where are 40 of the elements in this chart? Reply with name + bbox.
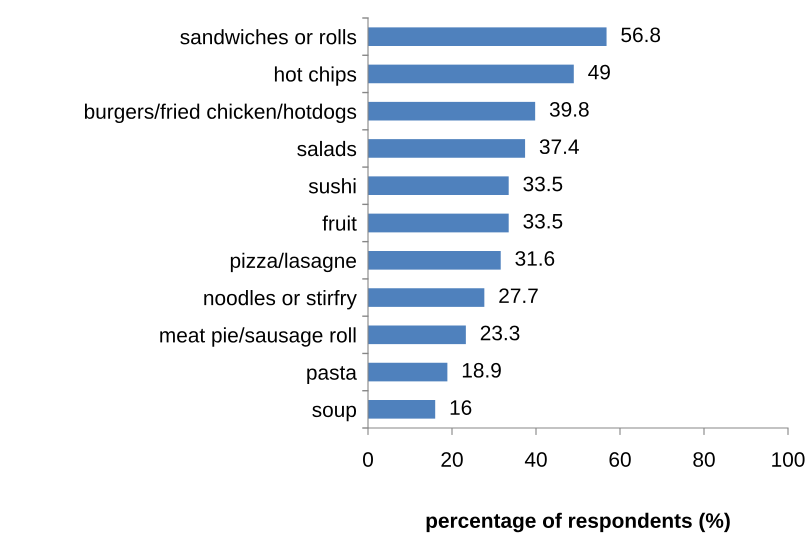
data-label: 18.9 — [462, 362, 501, 378]
bar — [368, 27, 607, 46]
data-label: 37.4 — [540, 139, 579, 154]
bar — [368, 214, 509, 232]
y-tick-label: pizza/lasagne — [230, 252, 356, 272]
bar — [368, 250, 501, 270]
y-tick-label: noodles or stirfry — [204, 290, 357, 310]
bar — [368, 64, 574, 84]
bar — [368, 326, 466, 344]
data-label: 27.7 — [499, 288, 538, 303]
data-label: 33.5 — [523, 214, 562, 229]
y-tick-label: sandwiches or rolls — [180, 29, 356, 44]
bar — [368, 139, 526, 158]
bar — [368, 288, 484, 307]
bar — [368, 102, 536, 120]
y-tick-label: soup — [312, 406, 356, 422]
x-tick-label: 0 — [363, 452, 373, 467]
x-tick-label: 40 — [524, 452, 547, 467]
data-label: 33.5 — [523, 176, 562, 192]
data-label: 39.8 — [550, 102, 589, 117]
y-tick-label: meat pie/sausage roll — [160, 327, 356, 347]
data-label: 56.8 — [621, 27, 660, 42]
x-tick-label: 100 — [772, 452, 805, 467]
data-label: 49 — [588, 64, 610, 80]
y-tick-label: salads — [297, 140, 356, 156]
bar — [368, 176, 509, 196]
y-tick-label: hot chips — [274, 66, 356, 86]
y-tick-label: fruit — [322, 215, 357, 231]
y-tick-label: sushi — [308, 178, 356, 194]
y-tick-label: burgers/fried chicken/hotdogs — [84, 104, 356, 124]
bar — [368, 400, 436, 419]
data-label: 16 — [450, 400, 472, 415]
x-tick-label: 60 — [609, 452, 631, 467]
x-tick-label: 20 — [441, 452, 463, 467]
x-tick-label: 80 — [693, 452, 715, 467]
data-label: 31.6 — [515, 251, 554, 266]
y-tick-label: pasta — [307, 366, 357, 384]
data-label: 23.3 — [480, 326, 520, 340]
x-axis-title: percentage of respondents (%) — [426, 512, 730, 532]
bar — [368, 362, 448, 382]
